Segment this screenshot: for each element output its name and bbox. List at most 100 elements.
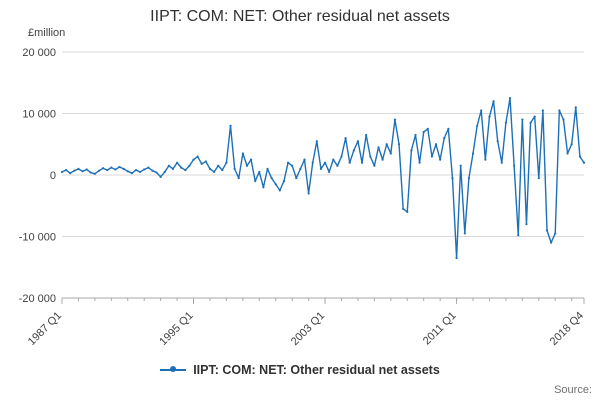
data-point [389, 152, 392, 155]
data-point [476, 124, 479, 127]
data-point [328, 170, 331, 174]
data-point [517, 234, 520, 237]
data-point [102, 167, 105, 170]
data-point [245, 164, 249, 167]
data-point [163, 170, 166, 174]
data-point [508, 97, 512, 100]
data-point [471, 152, 475, 155]
data-point [262, 186, 265, 189]
data-point [570, 143, 573, 146]
data-point [397, 143, 401, 146]
line-chart: 20 000 10 000 0 -10 000 -20 000 1987 Q1 1995 Q… [19, 47, 586, 348]
data-point [525, 223, 528, 226]
data-point [323, 161, 327, 164]
data-point [270, 176, 273, 180]
data-point [348, 161, 351, 164]
data-point [426, 127, 429, 130]
data-point [151, 169, 154, 172]
data-point [578, 155, 581, 158]
data-point [229, 124, 232, 127]
data-point [410, 149, 413, 152]
data-point [266, 167, 269, 170]
data-point [566, 152, 569, 155]
data-point [550, 241, 553, 244]
data-point [562, 118, 565, 121]
data-point [155, 171, 158, 174]
data-point [352, 149, 355, 152]
data-point [418, 161, 421, 164]
data-point [311, 161, 314, 164]
data-point [159, 175, 162, 178]
data-point [356, 140, 360, 143]
data-point [480, 109, 483, 112]
data-point [254, 180, 257, 183]
x-tick-label: 1987 Q1 [26, 310, 64, 348]
data-point [134, 168, 138, 172]
data-point [381, 158, 384, 161]
data-point [582, 161, 586, 164]
data-point [554, 232, 557, 235]
x-tick-label: 2011 Q1 [421, 310, 459, 348]
data-point [307, 192, 310, 195]
data-point [414, 133, 417, 137]
data-point [377, 146, 380, 149]
legend: IIPT: COM: NET: Other residual net asset… [0, 363, 600, 377]
data-point [430, 155, 434, 158]
data-point [344, 137, 347, 140]
data-point [258, 170, 261, 174]
legend-line-marker-icon [160, 365, 187, 375]
data-point [319, 167, 323, 170]
data-point [85, 168, 88, 171]
data-point [500, 161, 503, 164]
data-point [529, 121, 532, 124]
data-point [233, 167, 236, 170]
legend-label: IIPT: COM: NET: Other residual net asset… [193, 363, 440, 377]
data-point [439, 158, 442, 161]
data-point [274, 183, 277, 186]
data-point [332, 158, 335, 161]
data-point [299, 167, 302, 170]
data-point [459, 164, 462, 167]
data-point [69, 172, 72, 175]
y-tick-label: 10 000 [22, 109, 56, 121]
data-point [533, 115, 536, 118]
data-point [488, 115, 491, 118]
data-point [369, 155, 372, 158]
data-point [467, 176, 471, 180]
y-tick-label: 0 [50, 170, 56, 182]
data-point [558, 109, 561, 112]
data-point [126, 170, 129, 173]
data-point [114, 168, 117, 171]
x-tick-label: 2003 Q1 [289, 310, 327, 348]
data-point [373, 164, 376, 167]
data-point [455, 256, 458, 260]
data-point [504, 121, 508, 124]
data-point [434, 143, 438, 146]
data-point [541, 109, 545, 112]
data-point [492, 100, 495, 103]
y-axis-unit-label: £million [28, 27, 66, 39]
data-point [208, 167, 212, 170]
data-point [278, 189, 281, 192]
data-point [422, 130, 425, 134]
data-point [463, 232, 466, 235]
data-point [192, 158, 195, 161]
y-tick-label: 20 000 [22, 47, 56, 59]
data-point [402, 207, 405, 210]
x-tick-label: 1995 Q1 [157, 310, 195, 348]
data-point [118, 165, 121, 169]
data-point [110, 166, 113, 169]
data-point [184, 168, 187, 172]
data-point [443, 137, 446, 140]
data-point [365, 133, 368, 137]
data-point [138, 170, 142, 174]
data-point [217, 164, 220, 167]
data-point [241, 152, 244, 155]
x-tick-label: 2018 Q4 [548, 310, 586, 348]
data-point [574, 106, 577, 109]
data-point [447, 127, 450, 130]
data-point [513, 164, 516, 167]
data-point [106, 168, 109, 172]
chart-title: IIPT: COM: NET: Other residual net asset… [150, 8, 450, 25]
